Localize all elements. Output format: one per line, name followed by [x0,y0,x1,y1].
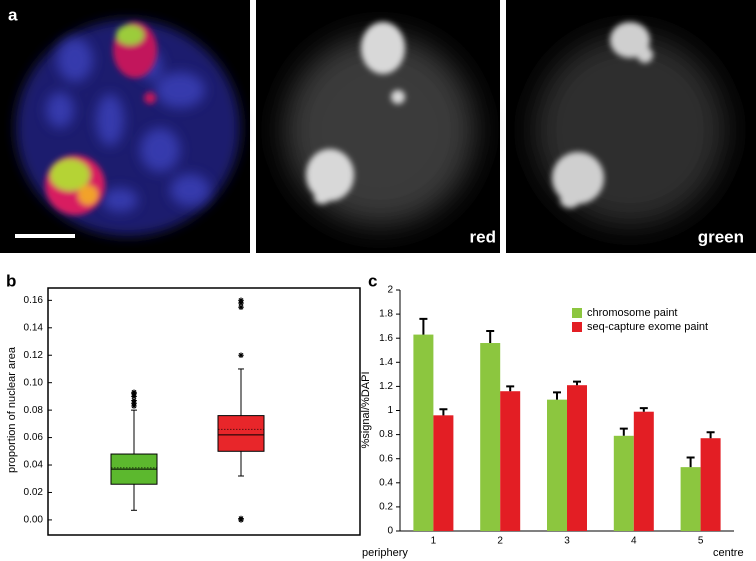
y-tick-label: 1.4 [379,357,393,368]
y-tick-label: 0.02 [24,487,44,498]
panel-label: c [368,271,377,290]
legend-swatch [572,308,582,318]
y-tick-label: 0.06 [24,432,44,443]
y-tick-label: 0.08 [24,405,44,416]
error-bar [639,407,648,412]
bar [480,343,501,531]
y-axis-label: %signal/%DAPI [360,371,372,448]
x-tick-label: 4 [631,536,637,547]
error-bar [439,408,448,416]
y-tick-label: 0.12 [24,350,44,361]
box [217,415,265,452]
y-tick-label: 1.2 [379,381,393,392]
bar [413,334,434,531]
y-tick-label: 0.4 [379,477,393,488]
bar [567,385,587,531]
red-channel-image [256,0,500,253]
y-tick-label: 0.00 [24,515,44,526]
y-tick-label: 0.2 [379,502,393,513]
y-tick-label: 1 [387,405,393,416]
outlier [238,297,244,304]
bar [500,391,521,531]
plot-frame [47,287,361,536]
y-tick-label: 0.10 [24,377,44,388]
image-label: red [470,227,496,246]
bar [680,467,701,531]
outlier [131,389,137,396]
outlier [238,304,244,311]
green-channel-image [506,0,756,253]
y-axis-label: proportion of nuclear area [6,346,18,473]
outlier [238,352,244,359]
x-axis-start-label: periphery [362,547,408,559]
error-bar [506,385,515,392]
error-bar [686,456,695,468]
x-tick-label: 5 [698,536,704,547]
panel-label: a [8,5,18,24]
bar [633,411,654,531]
y-tick-label: 0.8 [379,429,393,440]
x-tick-label: 1 [431,536,437,547]
legend-swatch [572,322,582,332]
y-tick-label: 1.8 [379,309,393,320]
bar [613,435,634,531]
outlier [131,397,137,404]
y-tick-label: 0.16 [24,295,44,306]
error-bar [573,380,581,386]
error-bar [486,329,495,344]
error-bar [419,317,428,335]
y-tick-label: 0 [387,526,393,537]
x-tick-label: 3 [564,536,570,547]
y-tick-label: 2 [387,285,393,296]
error-bar [706,431,715,439]
y-tick-label: 0.04 [24,460,44,471]
bar [433,415,454,531]
panel-label: b [6,271,16,290]
y-tick-label: 0.14 [24,322,44,333]
error-bar [553,391,561,400]
outlier [238,515,244,522]
merged-image [0,0,250,253]
image-label: green [698,227,744,246]
bar [700,438,721,531]
y-tick-label: 1.6 [379,333,393,344]
y-tick-label: 0.6 [379,453,393,464]
legend-label: seq-capture exome paint [587,321,708,333]
x-axis-end-label: centre [713,547,744,559]
error-bar [619,427,628,436]
x-tick-label: 2 [497,536,503,547]
bar [547,399,567,531]
legend-label: chromosome paint [587,307,678,319]
